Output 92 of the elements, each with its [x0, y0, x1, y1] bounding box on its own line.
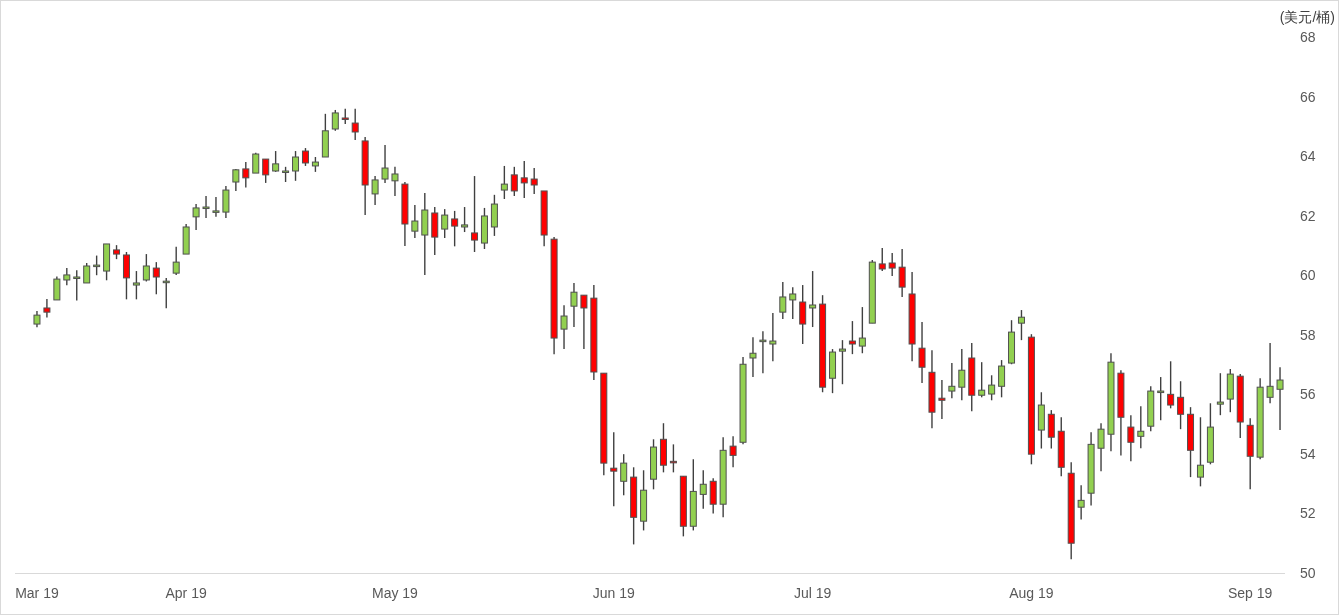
candlestick: [838, 339, 846, 385]
candlestick: [272, 150, 280, 173]
candlestick: [451, 210, 459, 248]
candlestick: [371, 175, 379, 206]
candlestick: [152, 261, 160, 295]
candlestick: [172, 245, 180, 276]
y-tick-label: 60: [1300, 267, 1316, 284]
candlestick: [938, 379, 946, 420]
y-tick-label: 52: [1300, 505, 1316, 522]
candlestick: [461, 206, 469, 233]
x-tick-label: Aug 19: [1009, 585, 1054, 601]
candlestick: [729, 435, 737, 468]
candlestick: [948, 362, 956, 399]
candlestick: [202, 195, 210, 219]
candlestick: [292, 150, 300, 182]
candlestick: [988, 374, 996, 401]
candlestick: [620, 453, 628, 496]
candlestick: [212, 196, 220, 218]
candlestick: [918, 321, 926, 384]
candlestick: [391, 166, 399, 197]
candlestick: [1077, 484, 1085, 521]
candlestick: [809, 270, 817, 328]
candlestick: [500, 165, 508, 200]
candlestick: [610, 431, 618, 507]
candlestick: [1137, 405, 1145, 449]
candlestick: [998, 359, 1006, 399]
candlestick: [471, 175, 479, 253]
candlestick: [759, 330, 767, 374]
candlestick: [73, 269, 81, 302]
x-tick-label: May 19: [372, 585, 419, 601]
candlestick: [331, 109, 339, 132]
candlestick: [43, 298, 51, 319]
y-tick-label: 66: [1300, 88, 1316, 105]
y-tick-label: 58: [1300, 326, 1316, 343]
candlestick: [1167, 360, 1175, 410]
candlestick: [878, 247, 886, 272]
candlestick: [93, 254, 101, 276]
candlestick: [769, 312, 777, 362]
candlestick: [122, 251, 130, 301]
candlestick: [1196, 416, 1204, 488]
candlestick: [1017, 309, 1025, 341]
candlestick: [560, 304, 568, 350]
candlestick: [709, 477, 717, 515]
y-tick-label: 50: [1300, 565, 1316, 581]
candlestick: [520, 160, 528, 199]
candlestick: [858, 306, 866, 354]
x-tick-label: Sep 19: [1228, 585, 1273, 601]
candlestick: [789, 286, 797, 320]
candlestick: [510, 166, 518, 197]
candlestick: [132, 270, 140, 301]
y-axis-title: (美元/桶): [1279, 9, 1335, 25]
candlestick: [570, 282, 578, 328]
candlestick: [1177, 380, 1185, 430]
candlestick: [530, 167, 538, 195]
candlestick: [1216, 372, 1224, 416]
candlestick: [1276, 366, 1284, 431]
y-tick-label: 62: [1300, 207, 1316, 224]
candlestick: [898, 248, 906, 298]
candlestick: [799, 284, 807, 345]
candlestick: [1127, 414, 1135, 463]
candlestick: [411, 204, 419, 239]
x-tick-label: Apr 19: [165, 585, 207, 601]
candlestick: [749, 336, 757, 378]
candlestick: [1097, 422, 1105, 472]
candlestick: [958, 348, 966, 401]
candlestick: [381, 144, 389, 184]
candlestick: [978, 361, 986, 399]
candlestick: [848, 320, 856, 355]
candlestick: [142, 253, 150, 283]
candlestick: [83, 262, 91, 284]
candlestick: [262, 158, 270, 184]
candlestick: [1157, 376, 1165, 421]
candlestick: [888, 252, 896, 277]
candlestick: [351, 108, 359, 141]
y-tick-label: 54: [1300, 445, 1316, 462]
y-tick-label: 56: [1300, 386, 1316, 403]
x-tick-label: Mar 19: [15, 585, 59, 601]
x-tick-label: Jul 19: [793, 585, 832, 601]
candlestick: [222, 185, 230, 219]
candlestick: [192, 203, 200, 231]
candlestick: [580, 294, 588, 350]
candlestick: [1047, 409, 1055, 450]
candlestick: [779, 281, 787, 320]
y-tick-label: 64: [1300, 148, 1316, 165]
x-tick-label: Jun 19: [592, 585, 635, 601]
candlestick: [242, 161, 250, 189]
candlestick: [490, 194, 498, 237]
candlestick: [699, 469, 707, 510]
candlestick: [53, 275, 61, 301]
y-tick-label: 68: [1300, 29, 1316, 45]
candlestick: [441, 208, 449, 239]
candlestick: [1266, 342, 1274, 404]
